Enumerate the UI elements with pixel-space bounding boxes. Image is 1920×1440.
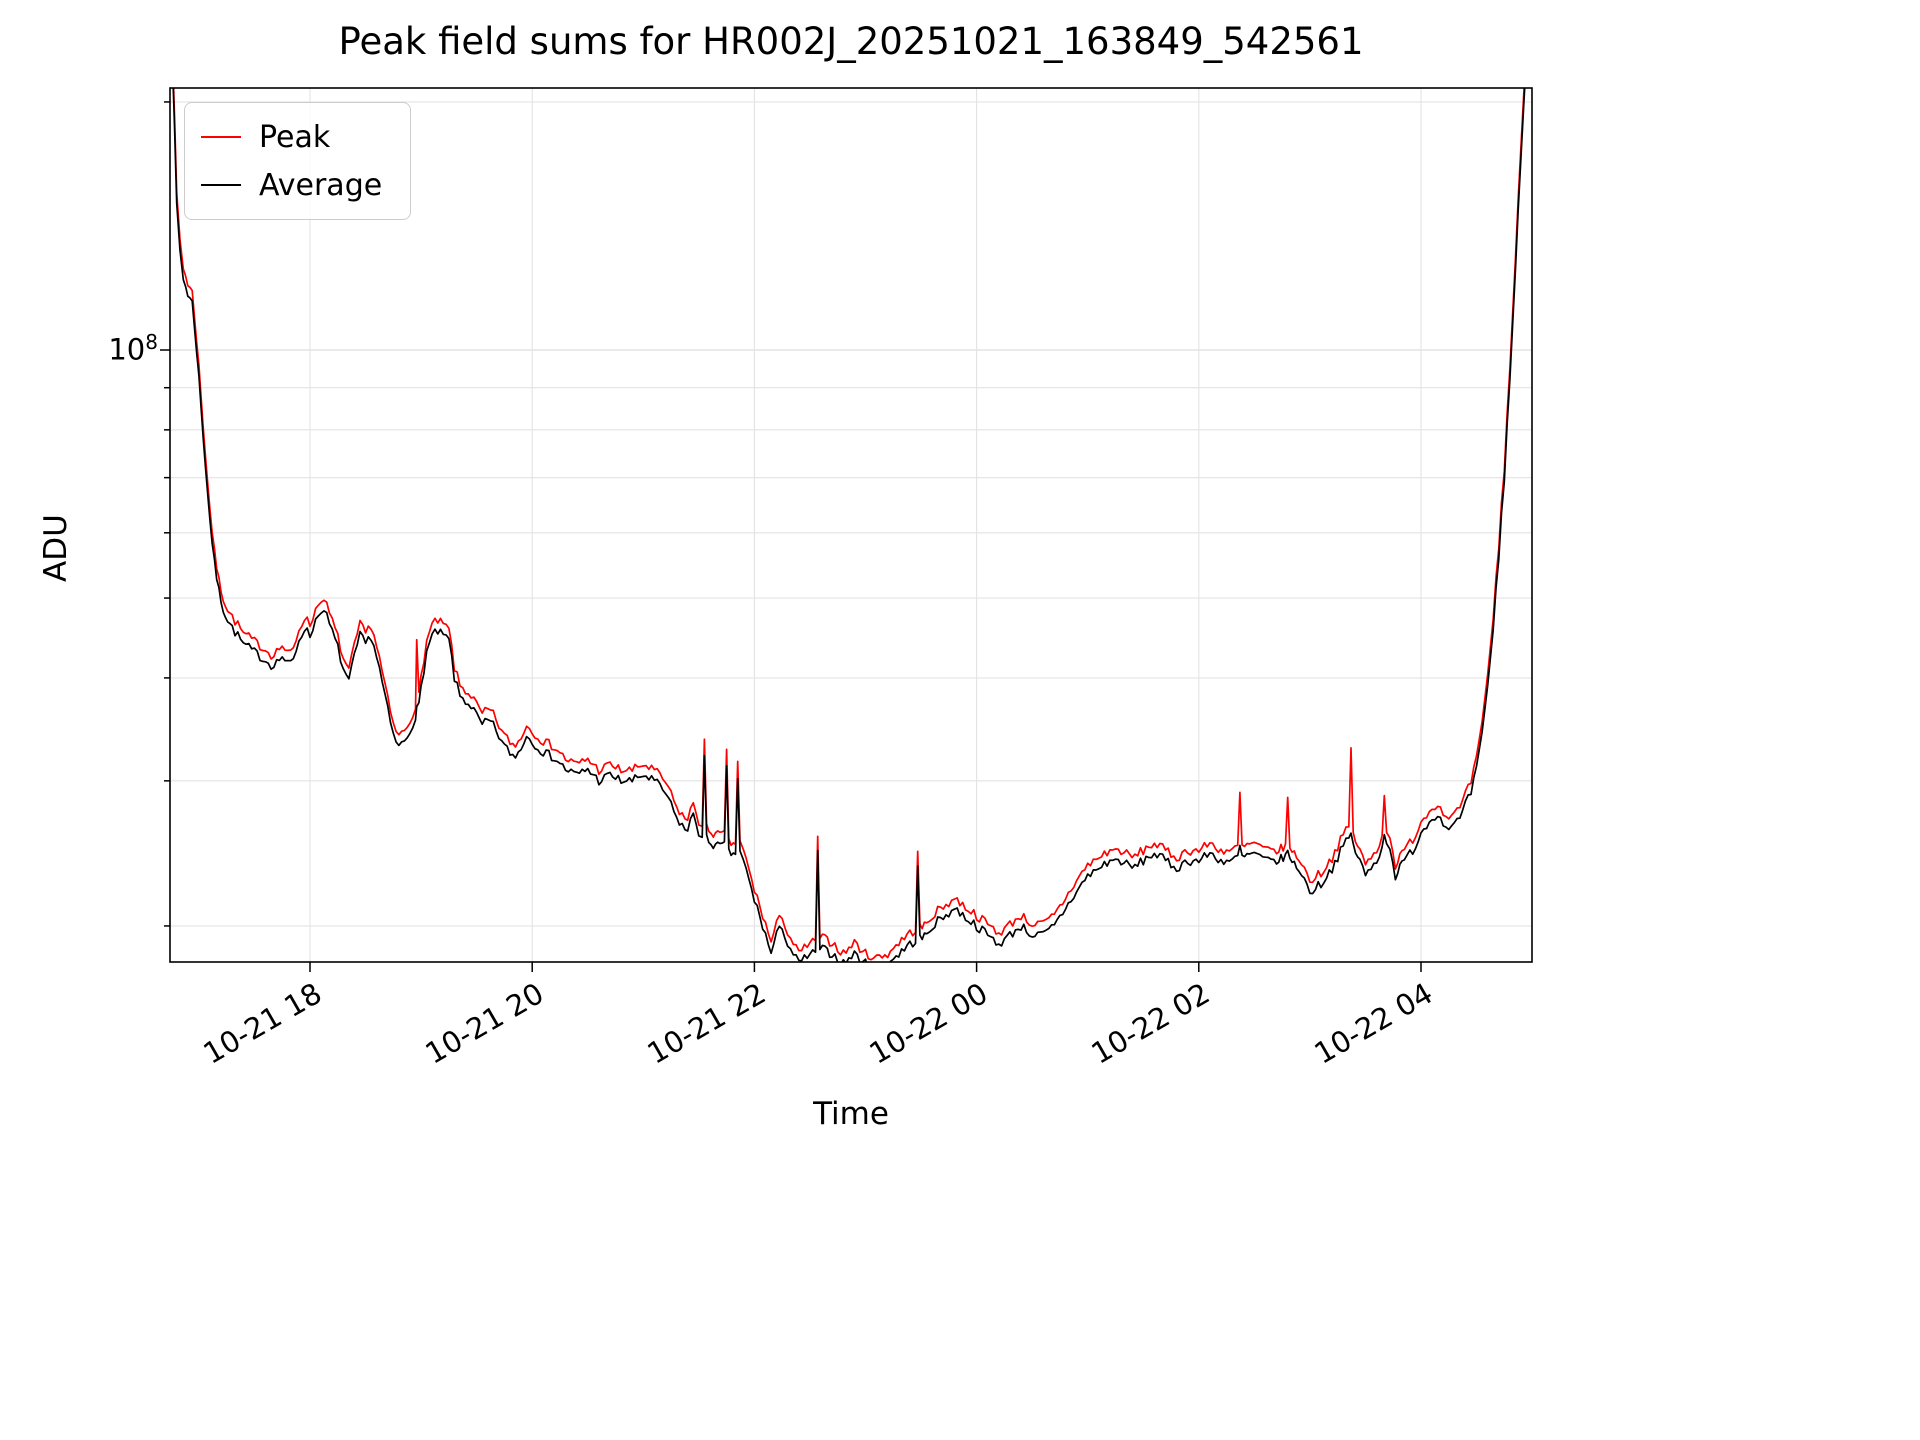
x-axis-label: Time (813, 1096, 889, 1132)
y-tick-base: 10 (108, 332, 146, 367)
y-tick-label-1e8: 108 (72, 330, 158, 367)
peak-series-line (172, 88, 1525, 961)
peak-line-swatch-icon (201, 136, 241, 138)
average-line-swatch-icon (201, 184, 241, 186)
average-series-line (172, 88, 1526, 962)
plot-frame (169, 87, 1533, 963)
legend-label-peak: Peak (259, 119, 331, 155)
legend-entry-average: Average (201, 161, 382, 209)
legend-entry-peak: Peak (201, 113, 382, 161)
legend: Peak Average (184, 102, 412, 220)
y-tick-exponent: 8 (145, 330, 158, 354)
gridlines (170, 88, 1532, 962)
legend-label-average: Average (259, 167, 383, 203)
tick-marks (160, 101, 1422, 972)
data-series (172, 88, 1526, 962)
chart-title: Peak field sums for HR002J_20251021_1638… (338, 20, 1364, 63)
y-axis-label: ADU (38, 514, 74, 582)
